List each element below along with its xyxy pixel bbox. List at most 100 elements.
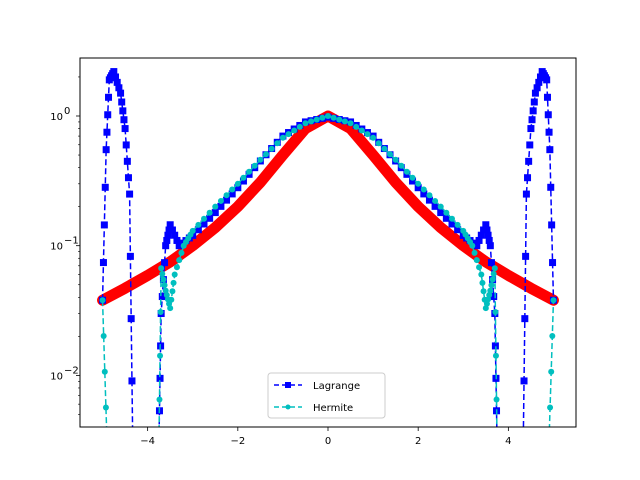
marker-lagrange-22	[123, 157, 131, 165]
x-tick-label: 2	[415, 436, 421, 447]
marker-hermite-151	[549, 332, 556, 339]
marker-hermite-119	[490, 270, 497, 277]
marker-lagrange-160	[531, 89, 539, 97]
marker-hermite-126	[495, 440, 501, 446]
marker-lagrange-118	[477, 231, 485, 239]
marker-lagrange-174	[548, 221, 556, 229]
marker-hermite-96	[437, 203, 444, 210]
marker-hermite-108	[478, 271, 485, 278]
marker-hermite-87	[387, 151, 393, 158]
marker-lagrange-135	[497, 440, 504, 447]
marker-hermite-141	[526, 440, 532, 446]
marker-lagrange-20	[121, 125, 129, 133]
marker-lagrange-117	[475, 236, 483, 244]
marker-hermite-93	[420, 186, 427, 193]
marker-hermite-98	[449, 215, 455, 222]
marker-lagrange-151	[522, 252, 530, 260]
marker-hermite-9	[120, 440, 126, 446]
marker-hermite-137	[521, 440, 527, 446]
x-tick-label: 4	[505, 436, 511, 447]
marker-hermite-16	[130, 440, 136, 446]
marker-lagrange-154	[525, 157, 533, 165]
marker-hermite-109	[479, 279, 486, 286]
marker-lagrange-146	[517, 440, 524, 447]
marker-lagrange-24	[126, 190, 134, 198]
marker-hermite-53	[195, 221, 202, 228]
marker-lagrange-122	[484, 231, 492, 239]
marker-lagrange-106	[425, 196, 433, 204]
marker-hermite-65	[263, 151, 269, 158]
marker-hermite-79	[341, 118, 348, 125]
marker-lagrange-69	[217, 202, 225, 210]
marker-hermite-46	[176, 257, 183, 264]
marker-lagrange-172	[546, 146, 554, 154]
marker-lagrange-53	[163, 236, 171, 244]
marker-hermite-42	[169, 288, 176, 295]
marker-lagrange-168	[543, 76, 551, 84]
marker-hermite-90	[403, 168, 410, 175]
marker-hermite-73	[308, 118, 315, 125]
marker-hermite-135	[520, 440, 526, 446]
marker-hermite-18	[130, 440, 136, 446]
marker-hermite-117	[488, 282, 495, 289]
marker-hermite-47	[178, 249, 185, 256]
marker-lagrange-110	[448, 220, 456, 228]
marker-hermite-140	[523, 440, 529, 446]
marker-hermite-44	[171, 271, 178, 278]
marker-lagrange-2	[100, 221, 108, 229]
marker-hermite-6	[111, 440, 117, 446]
marker-lagrange-18	[119, 107, 127, 115]
marker-lagrange-26	[127, 315, 135, 323]
marker-hermite-105	[471, 249, 478, 256]
marker-lagrange-125	[487, 259, 495, 267]
marker-hermite-41	[168, 296, 175, 303]
marker-lagrange-57	[168, 226, 176, 234]
marker-lagrange-170	[544, 111, 552, 119]
marker-hermite-92	[415, 180, 422, 187]
marker-hermite-71	[296, 123, 303, 130]
marker-hermite-76	[325, 112, 331, 119]
marker-hermite-72	[302, 120, 309, 127]
marker-lagrange-12	[110, 68, 118, 76]
marker-hermite-148	[546, 440, 552, 446]
marker-hermite-144	[532, 440, 538, 446]
marker-hermite-94	[426, 192, 433, 199]
marker-lagrange-59	[173, 236, 181, 244]
marker-hermite-5	[107, 440, 113, 446]
marker-lagrange-103	[409, 177, 417, 185]
marker-hermite-12	[127, 440, 133, 446]
marker-hermite-139	[523, 440, 529, 446]
marker-lagrange-144	[514, 440, 521, 447]
marker-hermite-34	[160, 276, 167, 283]
marker-lagrange-7	[105, 93, 113, 101]
marker-lagrange-17	[118, 98, 126, 106]
marker-lagrange-1	[99, 259, 107, 267]
legend-lagrange-marker	[285, 382, 291, 388]
marker-hermite-54	[201, 215, 207, 222]
marker-lagrange-70	[223, 196, 231, 204]
marker-hermite-147	[543, 440, 549, 446]
marker-hermite-84	[370, 134, 377, 141]
marker-lagrange-25	[126, 252, 134, 260]
marker-lagrange-108	[437, 209, 445, 217]
marker-lagrange-171	[545, 128, 553, 136]
marker-hermite-19	[131, 440, 137, 446]
marker-lagrange-56	[166, 221, 174, 229]
marker-hermite-66	[268, 145, 275, 152]
marker-hermite-28	[156, 440, 162, 446]
marker-lagrange-21	[122, 141, 130, 149]
marker-lagrange-123	[485, 236, 493, 244]
y-tick-exponent: −2	[64, 365, 79, 376]
marker-lagrange-129	[491, 342, 499, 350]
marker-hermite-91	[409, 174, 416, 181]
marker-hermite-152	[550, 297, 557, 304]
marker-hermite-26	[155, 440, 161, 446]
legend-box	[267, 372, 386, 419]
marker-hermite-14	[128, 440, 134, 446]
marker-hermite-58	[223, 192, 230, 199]
marker-lagrange-147	[518, 440, 525, 447]
marker-lagrange-71	[228, 190, 236, 198]
marker-lagrange-136	[498, 440, 505, 447]
marker-hermite-29	[156, 396, 163, 403]
